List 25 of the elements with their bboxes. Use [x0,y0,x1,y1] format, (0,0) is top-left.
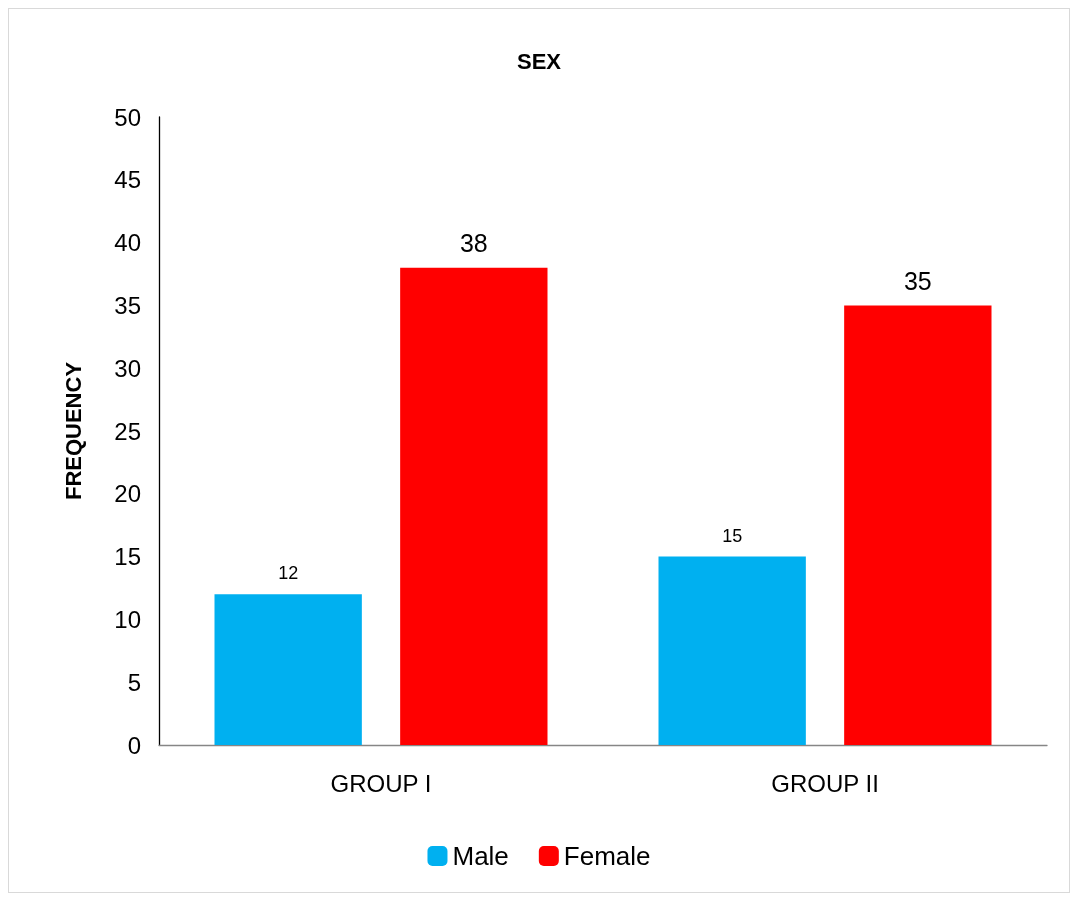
data-label: 12 [278,563,299,584]
y-tick-label: 20 [114,480,141,508]
data-label: 38 [459,229,488,258]
y-tick-label: 25 [114,417,141,445]
y-tick-label: 10 [114,605,141,633]
data-label: 35 [903,266,932,295]
x-tick-label: GROUP I [330,769,432,797]
y-tick-label: 45 [114,166,141,194]
y-tick-label: 0 [127,731,141,759]
x-tick-label: GROUP II [771,769,879,797]
y-tick-label: 40 [114,229,141,257]
y-tick-label: 50 [114,103,141,131]
legend-label: Female [563,841,651,871]
y-tick-label: 5 [127,668,141,696]
bar [214,594,362,745]
y-tick-label: 30 [114,354,141,382]
y-tick-label: 15 [114,543,141,571]
bar [658,556,806,745]
bar [400,267,548,745]
y-axis-title: FREQUENCY [60,361,86,501]
data-label: 15 [722,525,743,546]
bar [844,305,992,745]
y-tick-label: 35 [114,291,141,319]
chart-title: SEX [516,48,562,74]
legend-label: Male [452,841,509,871]
